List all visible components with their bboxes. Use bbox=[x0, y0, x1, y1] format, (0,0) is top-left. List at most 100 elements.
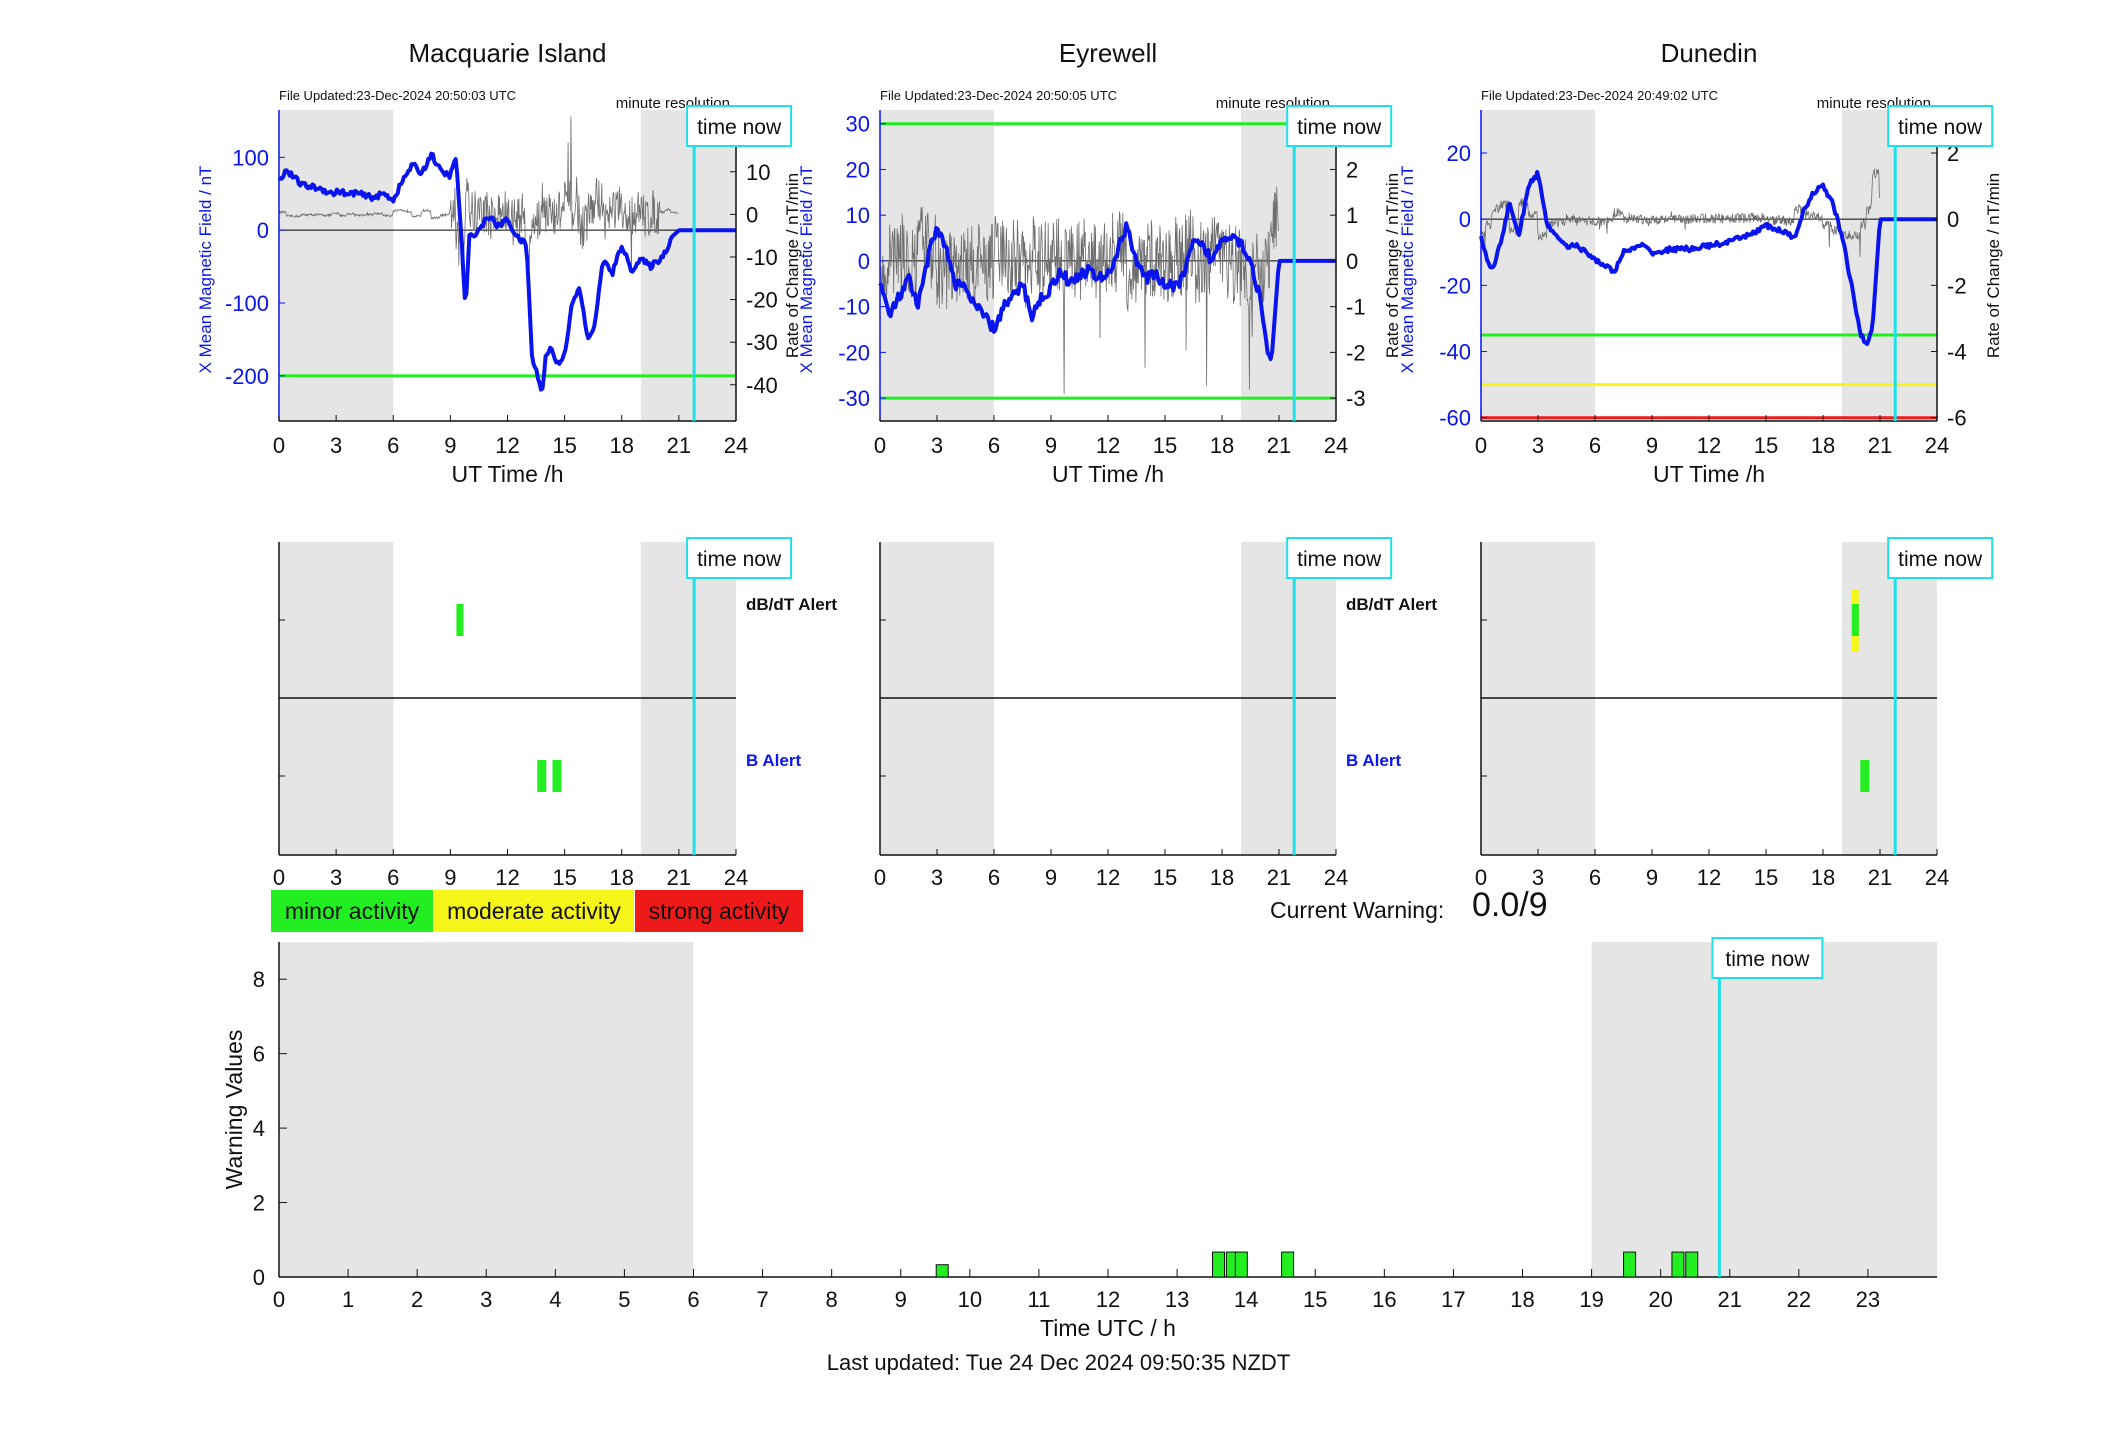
alert-panel-2-xtick-label: 21 bbox=[1267, 865, 1291, 890]
panel-3-ytick-right-label: -4 bbox=[1947, 340, 1967, 365]
alert-panel-1-time-now-box bbox=[686, 537, 793, 579]
warning-chart-xtick-label: 2 bbox=[411, 1287, 423, 1312]
panel-3-title: Dunedin bbox=[1661, 38, 1758, 68]
warning-chart-bar-3 bbox=[1234, 1251, 1248, 1278]
alert-panel-2-xtick-label: 6 bbox=[988, 865, 1000, 890]
panel-2-xtick-label: 15 bbox=[1153, 433, 1177, 458]
alert-panel-3-b-alert-0 bbox=[1860, 760, 1870, 792]
panel-3-xtick-label: 15 bbox=[1754, 433, 1778, 458]
alert-panel-2-time-now-label: time now bbox=[1297, 548, 1382, 571]
panel-3-xtick-label: 0 bbox=[1475, 433, 1487, 458]
alert-panel-3-xtick-label: 0 bbox=[1475, 865, 1487, 890]
warning-chart-time-now-box bbox=[1711, 937, 1824, 979]
panel-1-ylabel-right: Rate of Change / nT/min bbox=[783, 173, 802, 358]
warning-chart-xtick-label: 21 bbox=[1718, 1287, 1742, 1312]
panel-3-xtick-label: 9 bbox=[1646, 433, 1658, 458]
panel-3-ytick-right-label: -6 bbox=[1947, 406, 1967, 431]
panel-2-shade-1 bbox=[1241, 110, 1336, 421]
panel-1-xtick-label: 21 bbox=[667, 433, 691, 458]
panel-3-ytick-left-label: 0 bbox=[1459, 207, 1471, 232]
current-warning-value: 0.0/9 bbox=[1472, 886, 1548, 924]
warning-chart-xtick-label: 10 bbox=[958, 1287, 982, 1312]
panel-2-ytick-left-label: 10 bbox=[846, 203, 870, 228]
last-updated: Last updated: Tue 24 Dec 2024 09:50:35 N… bbox=[826, 1350, 1291, 1375]
panel-3-xtick-label: 18 bbox=[1811, 433, 1835, 458]
warning-chart-xlabel: Time UTC / h bbox=[1040, 1315, 1176, 1341]
panel-3-ylabel-right: Rate of Change / nT/min bbox=[1984, 173, 2003, 358]
alert-panel-3-xtick-label: 15 bbox=[1754, 865, 1778, 890]
panel-2-ytick-right-label: -1 bbox=[1346, 295, 1366, 320]
panel-1-xtick-label: 3 bbox=[330, 433, 342, 458]
alert-panel-1-b-alert-0 bbox=[537, 760, 547, 792]
panel-2-ytick-left-label: -10 bbox=[838, 295, 870, 320]
panel-1-shade-1 bbox=[640, 110, 736, 421]
warning-chart-xtick-label: 9 bbox=[895, 1287, 907, 1312]
panel-3-ytick-right-label: -2 bbox=[1947, 273, 1967, 298]
panel-3-xtick-label: 12 bbox=[1697, 433, 1721, 458]
panel-2-xtick-label: 12 bbox=[1096, 433, 1120, 458]
warning-chart-xtick-label: 17 bbox=[1441, 1287, 1465, 1312]
warning-chart-bar-4 bbox=[1281, 1251, 1295, 1278]
warning-chart-xtick-label: 16 bbox=[1372, 1287, 1396, 1312]
panel-3-ytick-right-label: 2 bbox=[1947, 141, 1959, 166]
alert-panel-2-xtick-label: 12 bbox=[1096, 865, 1120, 890]
warning-chart-xtick-label: 11 bbox=[1027, 1287, 1050, 1312]
panel-2-ytick-right-label: 0 bbox=[1346, 249, 1358, 274]
panel-2-xtick-label: 0 bbox=[874, 433, 886, 458]
panel-1-xtick-label: 0 bbox=[273, 433, 285, 458]
warning-chart-xtick-label: 13 bbox=[1165, 1287, 1189, 1312]
panel-2-xlabel: UT Time /h bbox=[1052, 461, 1164, 487]
panel-1-title: Macquarie Island bbox=[409, 38, 607, 68]
warning-chart-xtick-label: 23 bbox=[1856, 1287, 1880, 1312]
panel-1-ytick-right-label: -20 bbox=[746, 288, 778, 313]
panel-2-shade-0 bbox=[880, 110, 994, 421]
panel-2-xtick-label: 21 bbox=[1267, 433, 1291, 458]
warning-chart-shade-1 bbox=[1591, 942, 1937, 1277]
panel-3-xtick-label: 3 bbox=[1532, 433, 1544, 458]
panel-3-file-updated: File Updated:23-Dec-2024 20:49:02 UTC bbox=[1481, 88, 1718, 103]
panel-2-ytick-right-label: -3 bbox=[1346, 386, 1366, 411]
panel-1-ytick-left-label: -100 bbox=[225, 291, 269, 316]
alert-panel-3-xtick-label: 9 bbox=[1646, 865, 1658, 890]
panel-2-xtick-label: 18 bbox=[1210, 433, 1234, 458]
alert-panel-2-xtick-label: 24 bbox=[1324, 865, 1348, 890]
warning-chart-ytick-label: 0 bbox=[253, 1265, 265, 1290]
warning-chart-xtick-label: 0 bbox=[273, 1287, 285, 1312]
panel-3-ytick-left-label: 20 bbox=[1447, 141, 1471, 166]
panel-1-ytick-right-label: -40 bbox=[746, 373, 778, 398]
alert-panel-1-xtick-label: 18 bbox=[610, 865, 634, 890]
alert-panel-2-time-now-box bbox=[1286, 537, 1393, 579]
warning-chart-bar-7 bbox=[1685, 1251, 1699, 1278]
panel-2-ytick-left-label: 0 bbox=[858, 249, 870, 274]
alert-panel-2-xtick-label: 0 bbox=[874, 865, 886, 890]
alert-panel-3-time-now-label: time now bbox=[1898, 548, 1983, 571]
warning-chart-bar-6 bbox=[1671, 1251, 1685, 1278]
panel-1-ytick-right-label: -30 bbox=[746, 330, 778, 355]
warning-chart-xtick-label: 12 bbox=[1096, 1287, 1120, 1312]
panel-1-ytick-right-label: 10 bbox=[746, 160, 770, 185]
panel-3-ytick-right-label: 0 bbox=[1947, 207, 1959, 232]
panel-3-time-now-box bbox=[1887, 105, 1994, 147]
warning-chart-ylabel: Warning Values bbox=[221, 1030, 247, 1190]
warning-chart-xtick-label: 8 bbox=[826, 1287, 838, 1312]
alert-panel-3-xtick-label: 6 bbox=[1589, 865, 1601, 890]
panel-3-ylabel-left: X Mean Magnetic Field / nT bbox=[1398, 166, 1417, 374]
panel-2-ytick-right-label: -2 bbox=[1346, 340, 1366, 365]
alert-panel-1-xtick-label: 0 bbox=[273, 865, 285, 890]
panel-1-ytick-left-label: 0 bbox=[257, 218, 269, 243]
panel-2-file-updated: File Updated:23-Dec-2024 20:50:05 UTC bbox=[880, 88, 1117, 103]
alert-panel-1-xtick-label: 21 bbox=[667, 865, 691, 890]
warning-chart-ytick-label: 2 bbox=[253, 1191, 265, 1216]
alert-panel-1-dbdt-label: dB/dT Alert bbox=[746, 595, 837, 614]
alert-panel-1-dbdt-alert-0 bbox=[456, 604, 464, 636]
warning-chart-xtick-label: 3 bbox=[480, 1287, 492, 1312]
alert-panel-1-b-alert-1 bbox=[552, 760, 562, 792]
warning-chart-xtick-label: 22 bbox=[1787, 1287, 1811, 1312]
legend-moderate: moderate activity bbox=[434, 890, 634, 932]
panel-1-xtick-label: 12 bbox=[495, 433, 519, 458]
warning-chart-xtick-label: 15 bbox=[1303, 1287, 1327, 1312]
panel-2-ytick-left-label: -30 bbox=[838, 386, 870, 411]
alert-panel-2-xtick-label: 18 bbox=[1210, 865, 1234, 890]
panel-2-xtick-label: 9 bbox=[1045, 433, 1057, 458]
legend-minor: minor activity bbox=[271, 890, 433, 932]
